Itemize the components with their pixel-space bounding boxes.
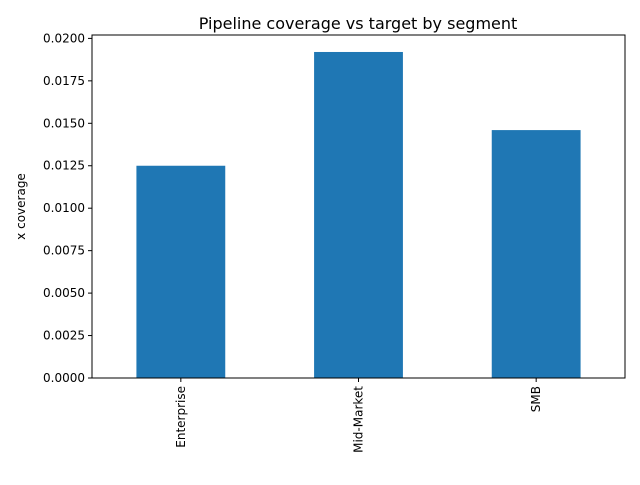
x-tick-label: Enterprise <box>174 386 188 448</box>
y-tick-label: 0.0125 <box>43 159 85 173</box>
bar-smb <box>491 130 581 378</box>
x-tick-label: Mid-Market <box>352 386 366 453</box>
x-axis-ticks: Enterprise Mid-Market SMB <box>174 378 543 453</box>
y-tick-label: 0.0100 <box>43 201 85 215</box>
x-tick-label: SMB <box>529 386 543 412</box>
y-axis-ticks: 0.0000 0.0025 0.0050 0.0075 0.0100 0.0125 0.01… <box>43 31 92 385</box>
y-tick-label: 0.0025 <box>43 329 85 343</box>
chart-title: Pipeline coverage vs target by segment <box>199 14 518 33</box>
y-tick-label: 0.0150 <box>43 116 85 130</box>
bars-layer <box>136 51 581 379</box>
y-tick-label: 0.0075 <box>43 244 85 258</box>
y-tick-label: 0.0175 <box>43 74 85 88</box>
plot-area-frame <box>91 34 626 379</box>
y-tick-label: 0.0050 <box>43 286 85 300</box>
bar-enterprise <box>136 165 226 378</box>
y-tick-label: 0.0200 <box>43 31 85 45</box>
y-tick-label: 0.0000 <box>43 371 85 385</box>
bar-mid-market <box>314 51 403 379</box>
y-axis-label: x coverage <box>14 173 28 240</box>
